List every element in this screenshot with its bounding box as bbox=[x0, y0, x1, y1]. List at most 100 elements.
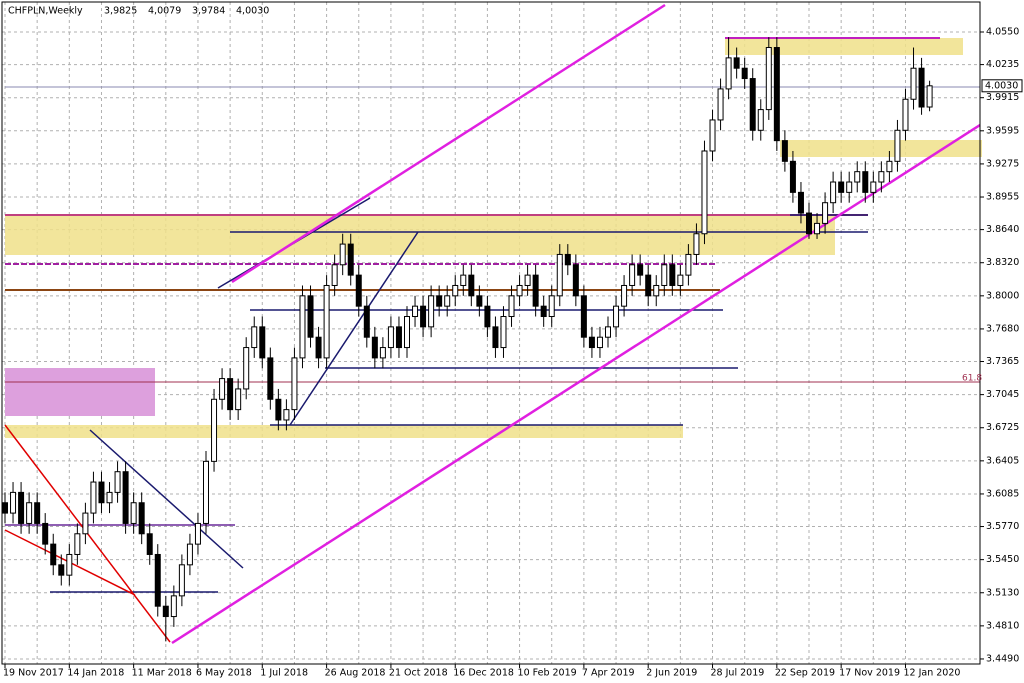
candle-body bbox=[114, 471, 121, 493]
candle-body bbox=[74, 533, 81, 555]
candle-body bbox=[50, 543, 57, 566]
candle-body bbox=[170, 595, 177, 618]
y-tick-label: 3.9915 bbox=[986, 92, 1019, 103]
candle-body bbox=[508, 295, 515, 318]
y-tick-label: 3.6085 bbox=[986, 488, 1019, 499]
y-tick-label: 3.9595 bbox=[986, 125, 1019, 136]
candle-body bbox=[275, 398, 282, 421]
candle-body bbox=[902, 98, 909, 131]
candle-body bbox=[725, 57, 732, 90]
candle-body bbox=[106, 491, 113, 504]
candle-body bbox=[323, 284, 330, 359]
candle-body bbox=[194, 522, 201, 545]
x-tick-label: 10 Feb 2019 bbox=[518, 668, 577, 679]
candle-body bbox=[765, 47, 772, 111]
candle-body bbox=[878, 171, 885, 183]
candle-body bbox=[420, 305, 427, 328]
zone bbox=[780, 140, 982, 157]
candle-body bbox=[339, 243, 346, 266]
candle-body bbox=[757, 109, 764, 131]
candle-body bbox=[82, 512, 89, 535]
candle-body bbox=[572, 264, 579, 297]
x-tick-label: 17 Nov 2019 bbox=[839, 668, 900, 679]
candle-body bbox=[42, 522, 49, 545]
y-tick-label: 3.7045 bbox=[986, 389, 1019, 400]
candle-body bbox=[685, 253, 692, 276]
candle-body bbox=[661, 264, 668, 286]
candle-body bbox=[484, 305, 491, 328]
candle-body bbox=[629, 264, 636, 286]
y-tick-label: 4.0235 bbox=[986, 59, 1019, 70]
y-tick-label: 3.7365 bbox=[986, 356, 1019, 367]
candle-body bbox=[283, 409, 290, 421]
candle-body bbox=[822, 202, 829, 224]
candle-body bbox=[227, 378, 234, 411]
candle-body bbox=[259, 326, 266, 359]
candle-body bbox=[412, 305, 419, 318]
x-tick-label: 2 Jun 2019 bbox=[646, 668, 697, 679]
candle-body bbox=[58, 564, 65, 576]
candle-body bbox=[886, 160, 893, 173]
zone bbox=[5, 215, 835, 255]
y-tick-label: 3.6405 bbox=[986, 455, 1019, 466]
x-tick-label: 6 May 2018 bbox=[196, 668, 252, 679]
candle-body bbox=[838, 181, 845, 193]
x-tick-label: 22 Sep 2019 bbox=[775, 668, 835, 679]
candle-body bbox=[219, 378, 226, 400]
x-tick-label: 11 Mar 2018 bbox=[132, 668, 192, 679]
candle-body bbox=[379, 347, 386, 359]
candle-body bbox=[637, 264, 644, 276]
candle-body bbox=[830, 181, 837, 204]
candle-body bbox=[596, 336, 603, 349]
candle-body bbox=[122, 471, 129, 524]
candle-body bbox=[34, 502, 41, 524]
y-tick-label: 3.6725 bbox=[986, 422, 1019, 433]
candle-body bbox=[395, 326, 402, 349]
zone bbox=[5, 425, 683, 438]
candle-body bbox=[645, 274, 652, 297]
candle-body bbox=[267, 357, 274, 400]
candle-body bbox=[910, 67, 917, 100]
candles bbox=[2, 37, 933, 642]
trend-line bbox=[289, 231, 419, 426]
header-close: 4,0030 bbox=[236, 6, 269, 17]
x-tick-label: 26 Aug 2018 bbox=[325, 668, 386, 679]
candle-body bbox=[548, 295, 555, 318]
channel-line bbox=[231, 3, 666, 284]
header-high: 4,0079 bbox=[148, 6, 181, 17]
candle-body bbox=[564, 253, 571, 266]
candle-body bbox=[846, 181, 853, 193]
candle-body bbox=[154, 553, 161, 607]
candle-body bbox=[26, 502, 33, 524]
candle-body bbox=[138, 502, 145, 535]
candle-body bbox=[870, 181, 877, 193]
x-tick-label: 28 Jul 2019 bbox=[711, 668, 765, 679]
candle-body bbox=[2, 502, 8, 514]
candle-body bbox=[371, 336, 378, 359]
trend-line bbox=[89, 429, 244, 569]
candle-body bbox=[789, 160, 796, 193]
y-tick-label: 3.4490 bbox=[986, 653, 1019, 664]
candle-body bbox=[669, 264, 676, 286]
candle-body bbox=[588, 336, 595, 349]
candle-body bbox=[701, 150, 708, 235]
candle-body bbox=[653, 284, 660, 297]
candle-body bbox=[580, 295, 587, 338]
candle-body bbox=[203, 460, 209, 524]
y-tick-label: 3.9275 bbox=[986, 158, 1019, 169]
candle-body bbox=[613, 305, 620, 328]
header-open: 3,9825 bbox=[104, 6, 137, 17]
candle-body bbox=[540, 305, 547, 318]
candle-body bbox=[404, 316, 410, 349]
candle-body bbox=[854, 171, 861, 183]
candle-body bbox=[741, 67, 748, 80]
candle-body bbox=[347, 243, 354, 276]
y-tick-label: 3.5770 bbox=[986, 521, 1019, 532]
chart-title: CHFPLN,Weekly bbox=[8, 6, 83, 17]
x-tick-label: 19 Nov 2017 bbox=[3, 668, 64, 679]
zones bbox=[4, 3, 982, 645]
candle-body bbox=[186, 543, 193, 566]
candle-body bbox=[500, 316, 507, 349]
